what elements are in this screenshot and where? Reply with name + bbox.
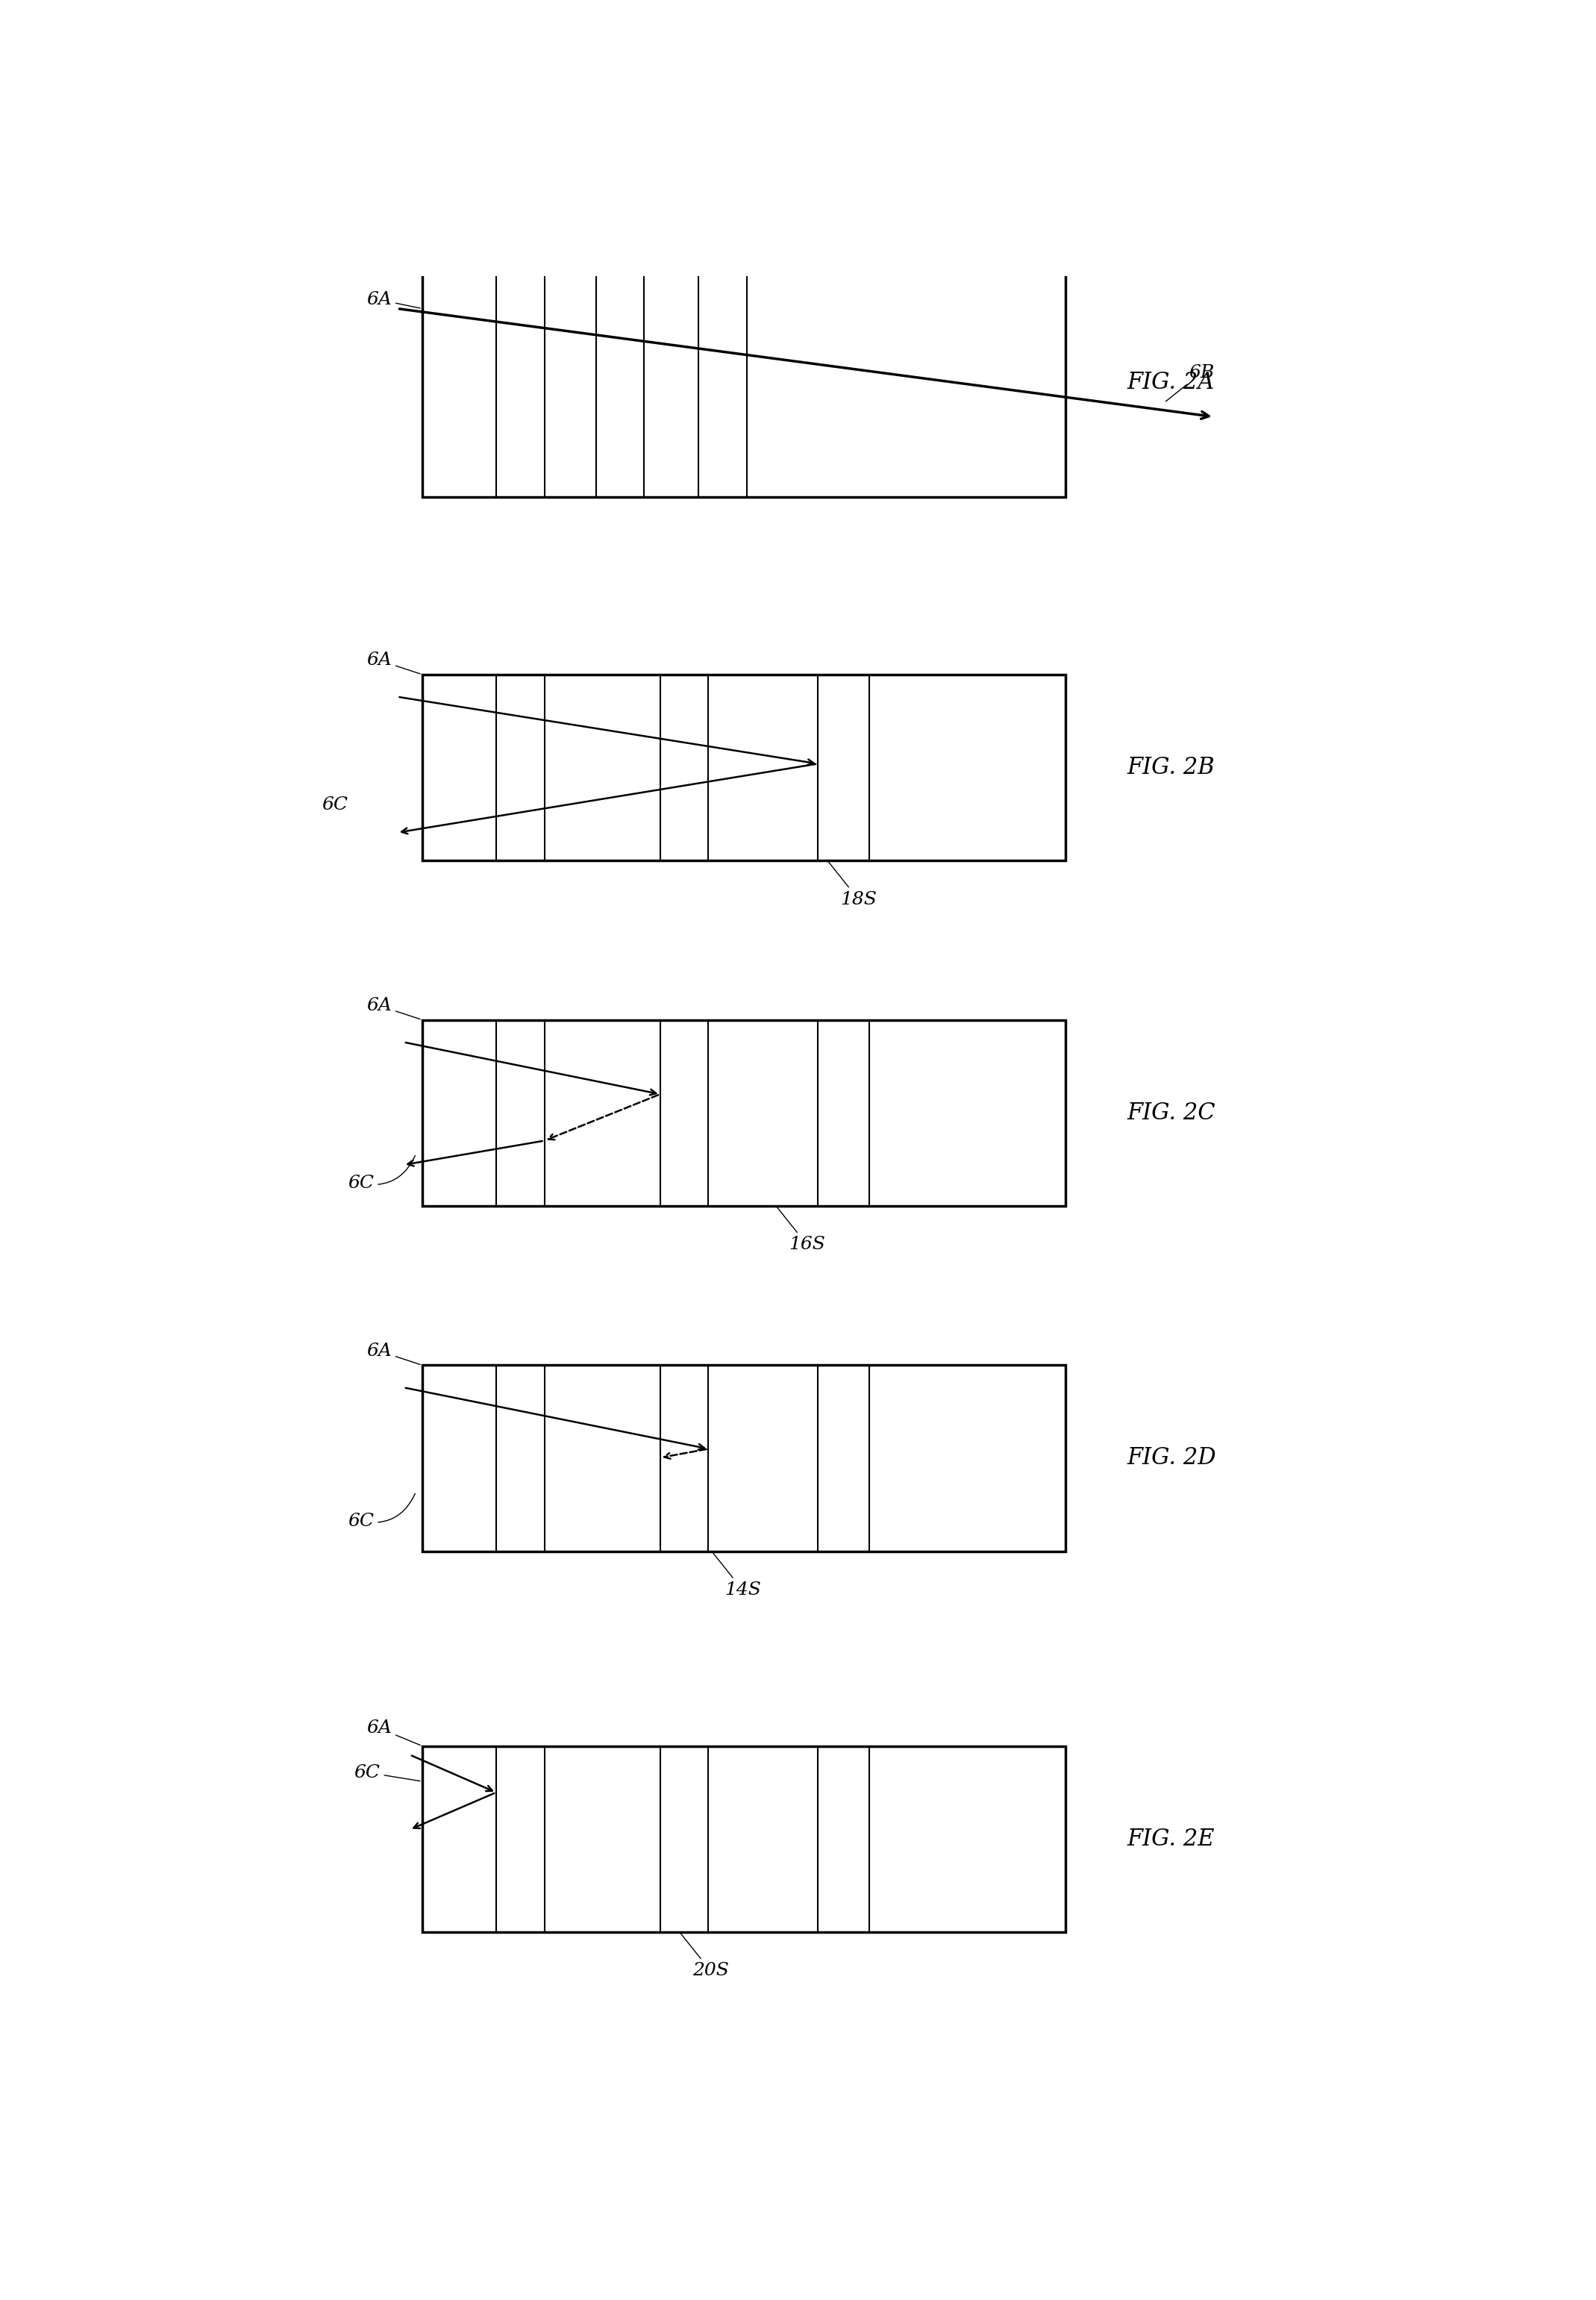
Text: 6A: 6A bbox=[367, 1720, 420, 1746]
Text: 6C: 6C bbox=[354, 1764, 420, 1780]
Text: FIG. 2B: FIG. 2B bbox=[1127, 757, 1215, 780]
Text: 20S: 20S bbox=[681, 1934, 729, 1980]
Text: 6A: 6A bbox=[367, 1343, 420, 1364]
Text: 6A: 6A bbox=[367, 651, 420, 674]
Text: 6C: 6C bbox=[348, 1493, 415, 1530]
Text: 18S: 18S bbox=[828, 862, 876, 909]
Text: 16S: 16S bbox=[777, 1208, 825, 1254]
Bar bbox=[421, 1366, 1066, 1550]
Text: FIG. 2E: FIG. 2E bbox=[1127, 1826, 1215, 1852]
Text: 6A: 6A bbox=[367, 292, 420, 308]
Text: 6B: 6B bbox=[1167, 363, 1215, 400]
Text: 6A: 6A bbox=[367, 998, 420, 1019]
Text: FIG. 2D: FIG. 2D bbox=[1127, 1447, 1216, 1470]
Bar bbox=[421, 267, 1066, 497]
Text: 6C: 6C bbox=[322, 796, 348, 814]
Bar bbox=[421, 1746, 1066, 1932]
Bar bbox=[421, 674, 1066, 860]
Text: 14S: 14S bbox=[713, 1553, 761, 1599]
Text: FIG. 2A: FIG. 2A bbox=[1127, 370, 1215, 393]
Text: FIG. 2C: FIG. 2C bbox=[1127, 1102, 1216, 1125]
Bar bbox=[421, 1019, 1066, 1205]
Text: 6C: 6C bbox=[348, 1155, 415, 1191]
